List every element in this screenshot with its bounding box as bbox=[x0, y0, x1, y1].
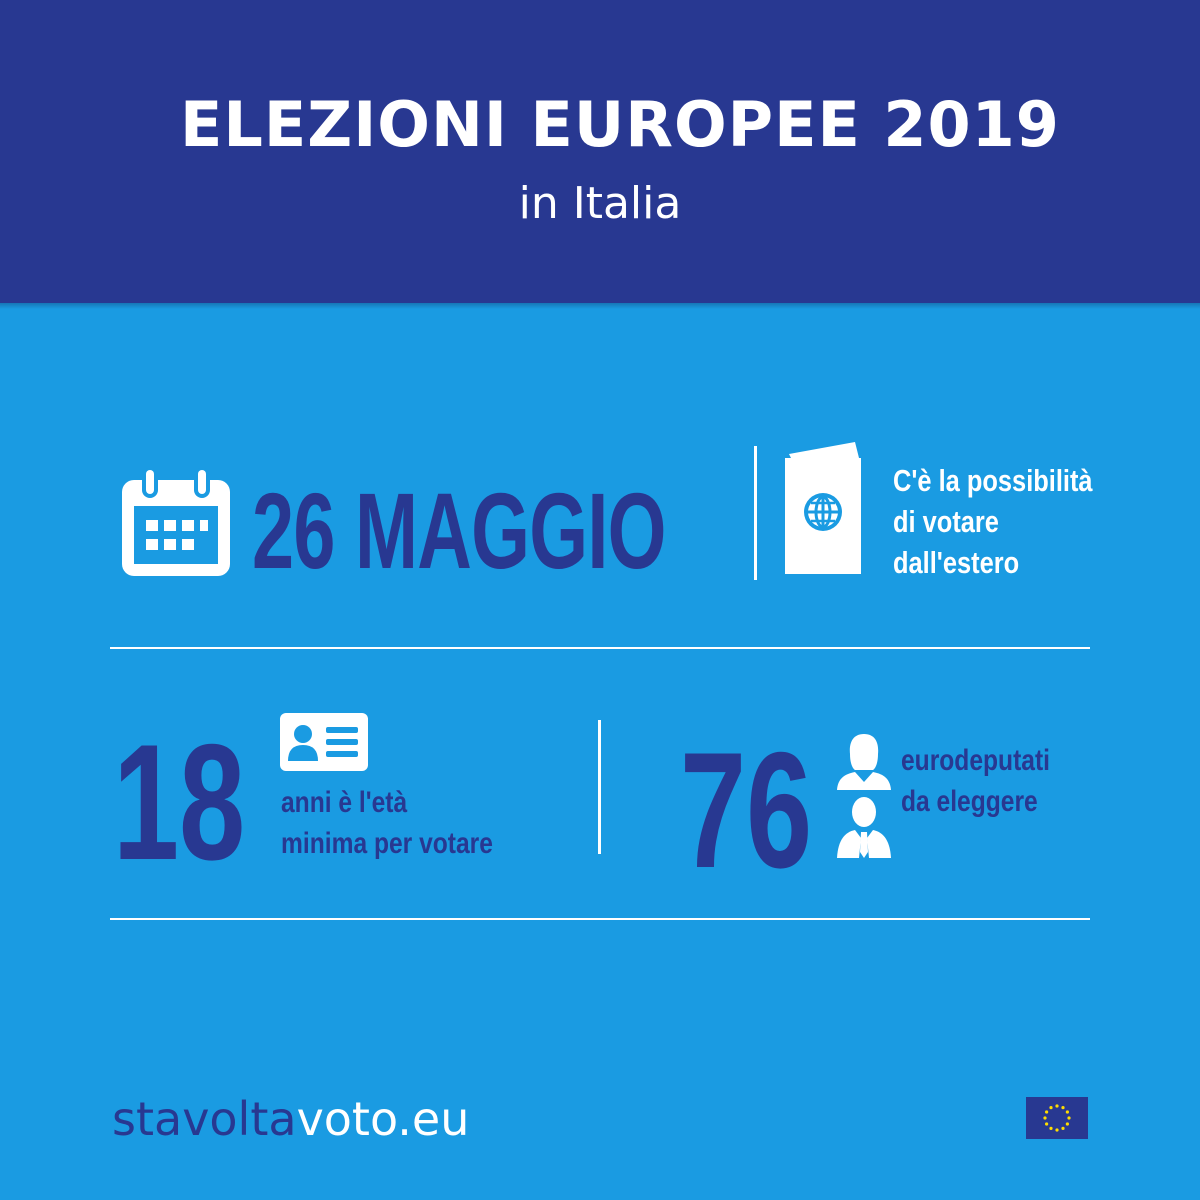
eu-star bbox=[1045, 1122, 1049, 1126]
passport-icon bbox=[785, 442, 861, 574]
divider-horizontal-middle bbox=[110, 647, 1090, 649]
divider-horizontal-bottom bbox=[110, 918, 1090, 920]
minimum-age-text: anni è l'età minima per votare bbox=[281, 782, 493, 864]
campaign-link-part1: stavolta bbox=[112, 1092, 297, 1146]
calendar-icon bbox=[122, 468, 230, 576]
meps-number: 76 bbox=[680, 718, 813, 902]
eu-star bbox=[1065, 1110, 1069, 1114]
meps-text: eurodeputati da eleggere bbox=[901, 740, 1050, 822]
campaign-link-part2: voto.eu bbox=[296, 1092, 470, 1146]
abroad-line: C'è la possibilità bbox=[893, 463, 1093, 498]
eu-star bbox=[1055, 1128, 1059, 1132]
eu-star bbox=[1049, 1106, 1053, 1110]
eu-star bbox=[1065, 1122, 1069, 1126]
eu-star bbox=[1055, 1104, 1059, 1108]
age-line: anni è l'età bbox=[281, 786, 408, 819]
age-line: minima per votare bbox=[281, 827, 493, 860]
abroad-line: dall'estero bbox=[893, 545, 1020, 580]
abroad-vote-text: C'è la possibilità di votare dall'estero bbox=[893, 460, 1093, 583]
eu-star bbox=[1043, 1116, 1047, 1120]
election-date: 26 MAGGIO bbox=[252, 470, 666, 591]
divider-vertical-top bbox=[754, 446, 757, 580]
people-icon bbox=[837, 734, 891, 858]
minimum-age-number: 18 bbox=[113, 710, 246, 894]
divider-vertical-bottom bbox=[598, 720, 601, 854]
abroad-line: di votare bbox=[893, 504, 999, 539]
meps-line: eurodeputati bbox=[901, 744, 1050, 777]
eu-star bbox=[1061, 1126, 1065, 1130]
eu-star bbox=[1049, 1126, 1053, 1130]
header-banner bbox=[0, 0, 1200, 303]
page-title: ELEZIONI EUROPEE 2019 bbox=[180, 88, 1060, 161]
eu-star bbox=[1045, 1110, 1049, 1114]
campaign-link[interactable]: stavoltavoto.eu bbox=[112, 1092, 469, 1146]
meps-line: da eleggere bbox=[901, 785, 1038, 818]
eu-star bbox=[1067, 1116, 1071, 1120]
eu-star bbox=[1061, 1106, 1065, 1110]
page-subtitle: in Italia bbox=[518, 178, 682, 229]
header-shadow bbox=[0, 303, 1200, 309]
id-card-icon bbox=[280, 713, 368, 771]
eu-flag-icon bbox=[1026, 1097, 1088, 1139]
